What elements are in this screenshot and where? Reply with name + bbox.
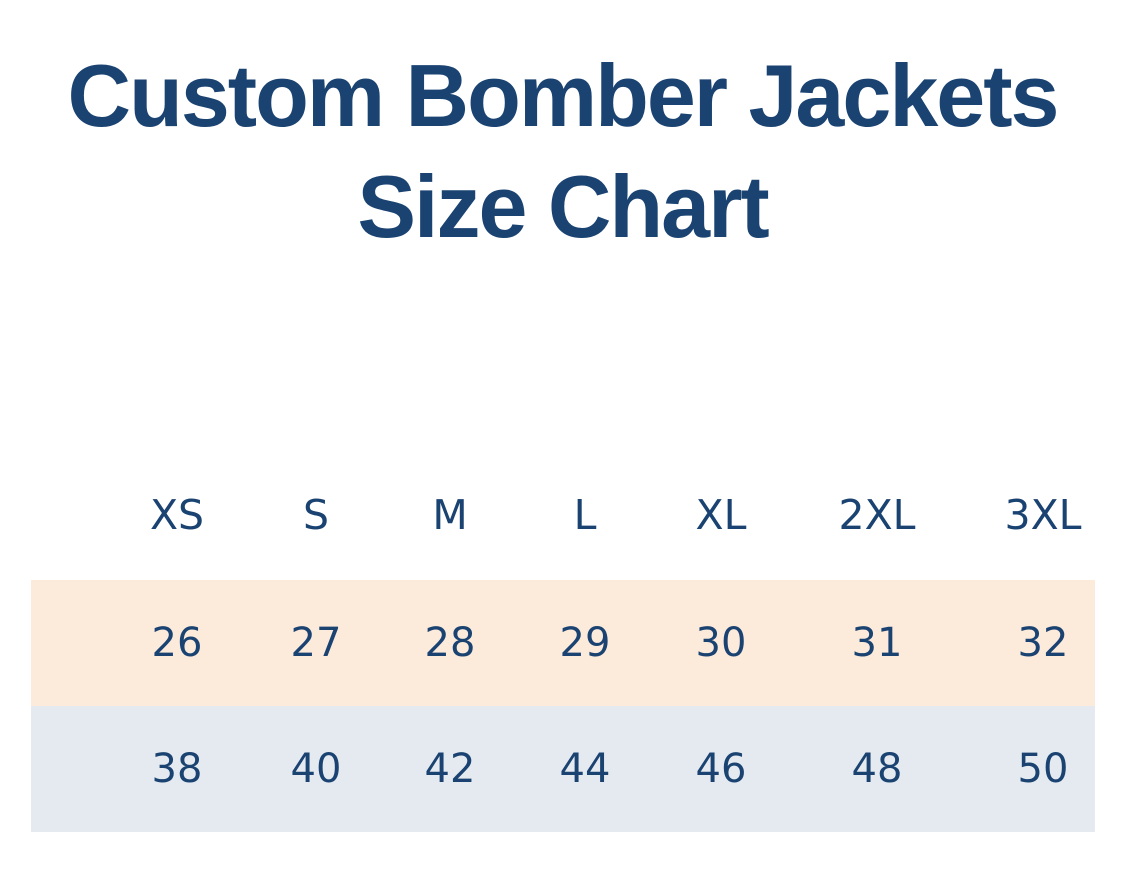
- size-value-row-2: 38 40 42 44 46 48 50: [108, 706, 1118, 832]
- size-value-cell: 28: [424, 620, 476, 666]
- size-value-cell: 46: [695, 746, 747, 792]
- page-title: Custom Bomber Jackets Size Chart: [0, 40, 1125, 262]
- size-value-cell: 31: [851, 620, 903, 666]
- column-header-xl: XL: [695, 491, 747, 539]
- column-header-l: L: [573, 491, 597, 539]
- size-value-cell: 27: [290, 620, 342, 666]
- size-value-cell: 50: [1017, 746, 1069, 792]
- size-header-row: XS S M L XL 2XL 3XL: [108, 455, 1118, 575]
- column-header-s: S: [302, 491, 330, 539]
- size-value-cell: 32: [1017, 620, 1069, 666]
- size-value-cell: 40: [290, 746, 342, 792]
- size-value-cell: 48: [851, 746, 903, 792]
- page-title-line1: Custom Bomber Jackets: [67, 46, 1060, 145]
- column-header-m: M: [432, 491, 468, 539]
- size-value-cell: 38: [151, 746, 203, 792]
- row-strip-chest: [31, 580, 1095, 706]
- column-header-xs: XS: [149, 491, 205, 539]
- size-value-cell: 26: [151, 620, 203, 666]
- size-value-cell: 44: [559, 746, 611, 792]
- size-value-cell: 42: [424, 746, 476, 792]
- row-strip-body: [31, 706, 1095, 832]
- column-header-2xl: 2XL: [838, 491, 916, 539]
- column-header-3xl: 3XL: [1004, 491, 1082, 539]
- size-value-cell: 29: [559, 620, 611, 666]
- size-value-cell: 30: [695, 620, 747, 666]
- size-value-row-1: 26 27 28 29 30 31 32: [108, 580, 1118, 706]
- page-title-line2: Size Chart: [357, 157, 769, 256]
